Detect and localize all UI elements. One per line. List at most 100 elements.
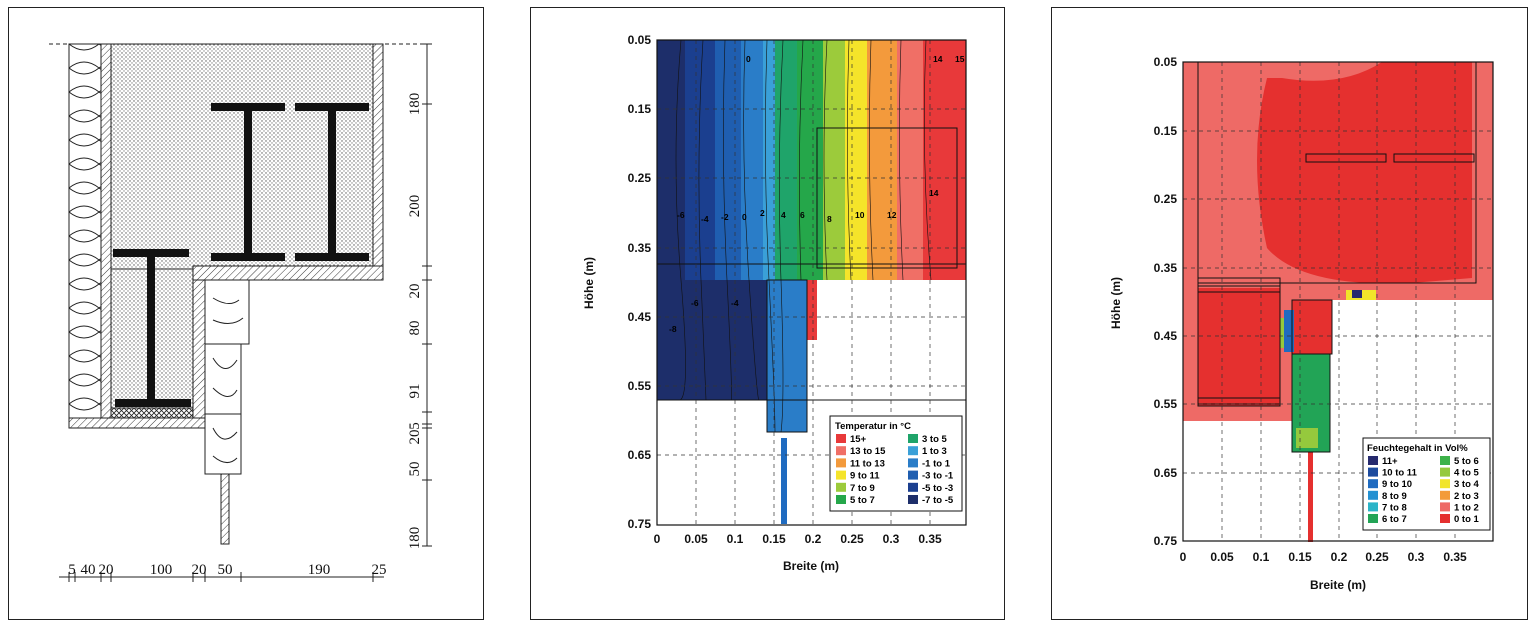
contour-label: -4 xyxy=(701,214,709,224)
legend-label: 9 to 11 xyxy=(850,471,880,482)
temperature-plot: 0 14 15 -6 -4 -2 0 2 4 6 8 10 12 14 -6 -… xyxy=(582,33,967,573)
y-tick-label: 0.05 xyxy=(628,33,652,47)
legend-swatch xyxy=(1368,514,1378,523)
x-tick-label: 0.2 xyxy=(805,532,822,546)
legend-title: Temperatur in °C xyxy=(835,421,911,432)
x-tick-label: 0.25 xyxy=(1365,550,1389,564)
legend-label: 0 to 1 xyxy=(1454,514,1480,525)
dim-right-5: 91 xyxy=(407,384,423,399)
contour-label: 14 xyxy=(929,188,939,198)
legend-label: 6 to 7 xyxy=(1382,514,1407,525)
legend-label: 1 to 3 xyxy=(922,446,947,457)
legend-label: 1 to 2 xyxy=(1454,502,1479,513)
legend-swatch xyxy=(1368,502,1378,512)
legend-label: 5 to 6 xyxy=(1454,456,1479,467)
legend-swatch xyxy=(836,434,846,443)
y-tick-label: 0.05 xyxy=(1154,55,1178,69)
x-ticks: 0 0.05 0.1 0.15 0.2 0.25 0.3 0.35 xyxy=(1180,550,1467,564)
dim-right-8: 50 xyxy=(407,462,423,477)
timber-frame xyxy=(204,279,250,545)
legend-swatch xyxy=(908,495,918,504)
y-tick-label: 0.45 xyxy=(1154,329,1178,343)
legend-swatch xyxy=(1440,502,1450,512)
legend-swatch xyxy=(1368,490,1378,500)
contour-label: -2 xyxy=(721,212,729,222)
dim-bottom-6: 50 xyxy=(218,562,233,578)
contour-label: 10 xyxy=(855,210,865,220)
temperature-field xyxy=(657,40,966,525)
x-tick-label: 0.15 xyxy=(1288,550,1312,564)
construction-drawing-panel: 180 200 20 80 91 20 5 50 180 5 40 20 100… xyxy=(8,7,484,620)
legend-label: 5 to 7 xyxy=(850,495,875,506)
y-ticks: 0.05 0.15 0.25 0.35 0.45 0.55 0.65 0.75 xyxy=(1154,55,1178,548)
y-axis-label: Höhe (m) xyxy=(582,257,596,309)
x-ticks: 0 0.05 0.1 0.15 0.2 0.25 0.3 0.35 xyxy=(654,532,942,546)
legend-swatch xyxy=(908,458,918,468)
dim-right-9: 180 xyxy=(407,527,423,550)
legend-label: 8 to 9 xyxy=(1382,491,1407,502)
y-tick-label: 0.25 xyxy=(628,171,652,185)
y-ticks: 0.05 0.15 0.25 0.35 0.45 0.55 0.65 0.75 xyxy=(628,33,652,531)
dim-bottom-8: 25 xyxy=(372,562,387,578)
right-board xyxy=(372,43,384,281)
contour-label: 15 xyxy=(955,54,965,64)
y-axis-label: Höhe (m) xyxy=(1109,277,1123,329)
x-tick-label: 0.35 xyxy=(1443,550,1467,564)
x-tick-label: 0.3 xyxy=(883,532,900,546)
legend-title: Feuchtegehalt in Vol% xyxy=(1367,443,1468,454)
y-tick-label: 0.55 xyxy=(1154,397,1178,411)
x-axis-label: Breite (m) xyxy=(1310,578,1366,592)
contour-label: 12 xyxy=(887,210,897,220)
insulation-layer xyxy=(68,43,102,429)
x-axis-label: Breite (m) xyxy=(783,559,839,573)
plot-frame xyxy=(656,39,967,526)
legend-swatch xyxy=(1440,479,1450,489)
dim-bottom-2: 40 xyxy=(81,562,96,578)
y-tick-label: 0.45 xyxy=(628,310,652,324)
legend-swatch xyxy=(836,458,846,468)
y-tick-label: 0.75 xyxy=(628,517,652,531)
dim-right-6: 20 xyxy=(407,430,423,445)
legend-swatch xyxy=(1368,467,1378,477)
legend-swatch xyxy=(908,482,918,492)
bottom-board xyxy=(68,417,206,429)
steel-beam-right xyxy=(295,103,369,261)
legend-label: 7 to 8 xyxy=(1382,502,1407,513)
contour-label: 4 xyxy=(781,210,786,220)
x-tick-label: 0.15 xyxy=(762,532,786,546)
x-tick-label: 0 xyxy=(654,532,661,546)
legend-label: 11+ xyxy=(1382,456,1398,467)
legend-label: 3 to 5 xyxy=(922,434,948,445)
y-tick-label: 0.55 xyxy=(628,379,652,393)
plot-frame xyxy=(1182,61,1494,542)
moisture-panel: 0.05 0.15 0.25 0.35 0.45 0.55 0.65 0.75 … xyxy=(1051,7,1528,620)
dim-bottom-4: 100 xyxy=(150,562,173,578)
legend-label: 13 to 15 xyxy=(850,446,886,457)
legend-label: -7 to -5 xyxy=(922,495,954,506)
dim-bottom-1: 5 xyxy=(68,562,76,578)
contour-label-group: 0 14 15 -6 -4 -2 0 2 4 6 8 10 12 14 -6 -… xyxy=(669,54,965,334)
y-tick-label: 0.25 xyxy=(1154,192,1178,206)
contour-label: 0 xyxy=(742,212,747,222)
x-tick-label: 0.25 xyxy=(840,532,864,546)
dim-right-3: 20 xyxy=(407,284,423,299)
x-tick-label: 0.1 xyxy=(727,532,744,546)
legend-swatch xyxy=(836,446,846,456)
contour-label: 8 xyxy=(827,214,832,224)
legend-swatch xyxy=(908,446,918,456)
x-tick-label: 0.35 xyxy=(918,532,942,546)
legend-label: -1 to 1 xyxy=(922,458,951,469)
floor-board xyxy=(192,265,384,281)
x-tick-label: 0 xyxy=(1180,550,1187,564)
legend-swatch xyxy=(908,470,918,480)
moisture-plot: 0.05 0.15 0.25 0.35 0.45 0.55 0.65 0.75 … xyxy=(1109,55,1494,592)
contour-label: 2 xyxy=(760,208,765,218)
legend-swatch xyxy=(908,434,918,443)
legend-swatch xyxy=(1440,456,1450,465)
contour-label: -6 xyxy=(677,210,685,220)
moisture-legend: Feuchtegehalt in Vol% 11+10 to 119 to 10… xyxy=(1362,437,1491,531)
x-tick-label: 0.05 xyxy=(684,532,708,546)
contour-label: 14 xyxy=(933,54,943,64)
legend-label: 7 to 9 xyxy=(850,483,875,494)
x-tick-label: 0.2 xyxy=(1331,550,1348,564)
